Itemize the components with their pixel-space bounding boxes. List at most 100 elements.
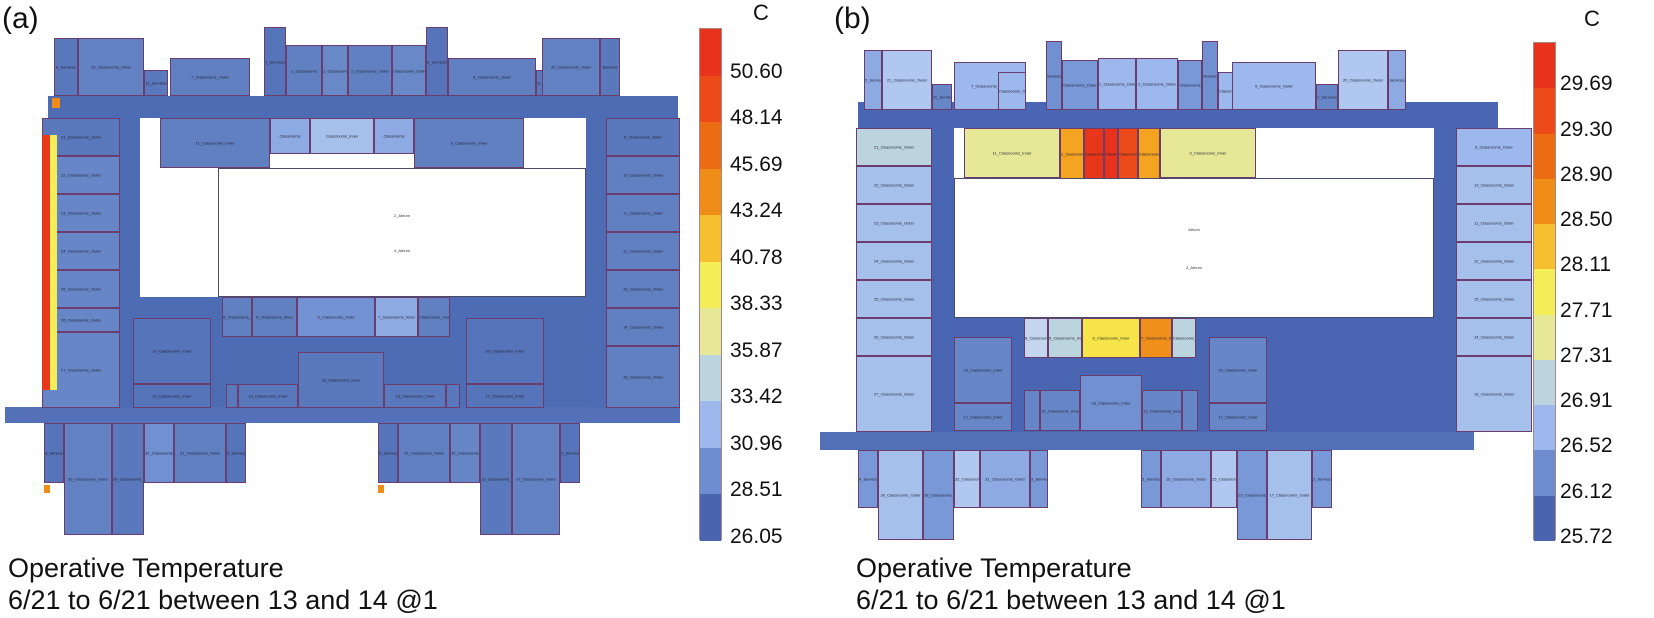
zone-label: 24_Classrooms_Outer xyxy=(873,258,915,264)
colorbar-swatch xyxy=(1534,495,1555,542)
zone-s-classroom-e1: 20_Classrooms_Inner xyxy=(466,318,544,384)
zone-label: 15_Classrooms_Outer xyxy=(451,450,479,456)
floor-plan-heatmap-a: 8_Services 10_Classrooms_Outer 11_Services… xyxy=(0,0,700,540)
zone-nw-service: 8_Services xyxy=(54,38,78,96)
zone-sw-classroom-32: 32_Classrooms_Outer xyxy=(144,423,174,483)
zone-e-classroom-12: 12_Classrooms_Outer xyxy=(1456,242,1532,280)
zone-label: 22_Classrooms_Outer xyxy=(873,182,915,188)
zone-e-classroom-11: 11_Classrooms_Outer xyxy=(1456,204,1532,242)
zone-s-classroom-w2: 12_Classrooms_Inner xyxy=(954,403,1012,431)
panel-label-b: (b) xyxy=(834,2,871,35)
zone-c-south-5: Classrooms_Inner xyxy=(418,297,450,337)
zone-label: 28_Classrooms_Outer xyxy=(113,476,143,482)
zone-w-facade-warm xyxy=(50,135,57,390)
zone-ne-service: Services xyxy=(600,38,620,96)
zone-nw-classroom: 10_Classrooms_Outer xyxy=(78,38,144,96)
zone-label: 14_Classrooms_Outer xyxy=(1473,334,1515,340)
zone-se-classroom-17: 17_Classrooms_Outer xyxy=(512,423,560,535)
zone-s-classroom-e1: 20_Classrooms_Inner xyxy=(1209,337,1267,403)
zone-sw-classroom-30: 30_Classrooms_Outer xyxy=(878,450,923,540)
zone-label: 1_Classrooms xyxy=(323,68,347,73)
zone-c-north-wing-e: 9_Classrooms_Inner xyxy=(1160,128,1256,178)
zone-label: 16_Classrooms_Outer xyxy=(403,450,445,456)
colorbar-tick-label: 40.78 xyxy=(730,245,783,269)
zone-corridor-south xyxy=(820,432,1474,450)
zone-n-classroom-c4: Classrooms xyxy=(1178,60,1202,110)
zone-label: 12_Classrooms_Outer xyxy=(622,248,664,254)
zone-label: 6_Classrooms_Inner xyxy=(317,314,355,320)
zone-c-north-wing-w: 11_Classrooms_Inner xyxy=(964,128,1060,178)
zone-label: 17_Classrooms_Outer xyxy=(515,476,557,482)
zone-s-classroom-w2: 12_Classrooms_Inner xyxy=(133,384,211,408)
zone-label: 13_Classrooms_Inner xyxy=(1143,408,1181,413)
colorbar-tick-label: 43.24 xyxy=(730,199,783,223)
zone-label: 4_Services xyxy=(859,476,877,482)
zone-c-north-center-1: Classrooms xyxy=(270,118,310,154)
colorbar-swatch xyxy=(1534,405,1555,451)
zone-label: 5_Services xyxy=(1142,476,1160,482)
zone-n-classroom-c4: Classrooms_Outer xyxy=(392,45,426,96)
zone-s-row-w2: 19_Classrooms_Inner xyxy=(1040,390,1080,431)
zone-label: 11_Classrooms_Inner xyxy=(195,140,235,146)
zone-c-north-center-1: Classrooms xyxy=(1084,128,1104,180)
colorbar-swatch xyxy=(700,308,721,356)
zone-label: 9_Classrooms_Inner xyxy=(1049,335,1081,341)
zone-label: 10_Classrooms_Outer xyxy=(90,64,132,70)
zone-label: 23_Classrooms_Outer xyxy=(873,220,915,226)
zone-se-service: 5_Services xyxy=(378,423,398,483)
zone-label: Services xyxy=(1047,73,1061,78)
legend-unit-a: C xyxy=(753,0,769,25)
zone-hotspot-nw xyxy=(52,98,60,108)
zone-label: 26_Classrooms_Outer xyxy=(60,317,102,323)
zone-hotspot-sw xyxy=(44,485,50,493)
zone-se-classroom-13: 13_Classrooms_Outer xyxy=(480,423,512,535)
zone-n-classroom-c2: 1_Classrooms_Outer xyxy=(1098,58,1136,110)
zone-c-south-1: 8_Classrooms_Inner xyxy=(1024,318,1048,358)
zone-se-service: 5_Services xyxy=(1141,450,1161,508)
zone-label: 12_Classrooms_Inner xyxy=(963,414,1003,420)
colorbar-tick-label: 29.69 xyxy=(1560,72,1613,96)
zone-label: 17_Classrooms_Inner xyxy=(1218,414,1258,420)
zone-n-tower-1: Services xyxy=(1046,41,1062,110)
zone-ne-service: Services xyxy=(1388,50,1406,110)
zone-e-classroom-13: 13_Classrooms_Outer xyxy=(1456,166,1532,204)
zone-label: 28_Classrooms_Outer xyxy=(924,492,953,498)
zone-c-south-5: Classrooms_Inner xyxy=(1172,318,1196,358)
zone-label: 2_Services xyxy=(1313,476,1331,482)
colorbar-tick-label: 27.71 xyxy=(1560,298,1613,322)
colorbar-swatch xyxy=(700,168,721,216)
colorbar-swatch xyxy=(700,29,721,77)
zone-label: 21_Classrooms_Outer xyxy=(886,77,928,83)
zone-label: 31_Classrooms_Outer xyxy=(179,450,221,456)
zone-n-classroom-6: 6_Classrooms_Outer xyxy=(448,58,536,96)
zone-label: 20_Classrooms_Inner xyxy=(485,348,525,354)
zone-s-row-w2: 19_Classrooms_Inner xyxy=(238,384,298,408)
zone-label: 23_Classrooms_Outer xyxy=(60,210,102,216)
zone-label: 6_Classrooms_Outer xyxy=(1255,83,1293,89)
zone-c-south-1: 8_Classrooms_Inner xyxy=(222,297,252,337)
colorbar-tick-label: 45.69 xyxy=(730,152,783,176)
zone-label: 21_Classrooms_Outer xyxy=(60,134,102,140)
caption-title-b: Operative Temperature xyxy=(856,553,1132,583)
zone-s-row-e2 xyxy=(1182,390,1198,431)
colorbar-tick-label: 48.14 xyxy=(730,106,783,130)
colorbar-swatch xyxy=(1534,224,1555,270)
panel-b: (b) 2_Services 21_Classrooms_Outer 11_Serv… xyxy=(820,0,1654,618)
zone-label: 7_Services xyxy=(265,59,285,64)
zone-se-classroom-16: 16_Classrooms_Outer xyxy=(1161,450,1211,508)
zone-label: 11_Services xyxy=(145,80,167,86)
zone-label: 1_Services xyxy=(1317,94,1337,100)
zone-c-north-wing-e: 9_Classrooms_Inner xyxy=(414,118,524,168)
zone-label: 13_Classrooms_Outer xyxy=(622,172,664,178)
zone-label: 25_Classrooms_Outer xyxy=(60,286,102,292)
zone-s-center: 18_Classrooms_Inner xyxy=(1080,375,1142,431)
zone-s-center: 18_Classrooms_Inner xyxy=(298,352,384,408)
zone-w-classroom-22: 22_Classrooms_Outer xyxy=(856,166,932,204)
colorbar-swatch xyxy=(1534,269,1555,316)
zone-label: 15_Classrooms_Outer xyxy=(1212,476,1236,482)
atrium-label: 2_Atrium xyxy=(1185,264,1202,270)
zone-sw-classroom-31: 31_Classrooms_Outer xyxy=(980,450,1030,508)
zone-n-classroom-c1: Classrooms_Outer xyxy=(1062,60,1098,110)
zone-n-tower-2: 6_Services xyxy=(426,27,448,96)
colorbar-tick-label: 28.50 xyxy=(1560,208,1613,232)
